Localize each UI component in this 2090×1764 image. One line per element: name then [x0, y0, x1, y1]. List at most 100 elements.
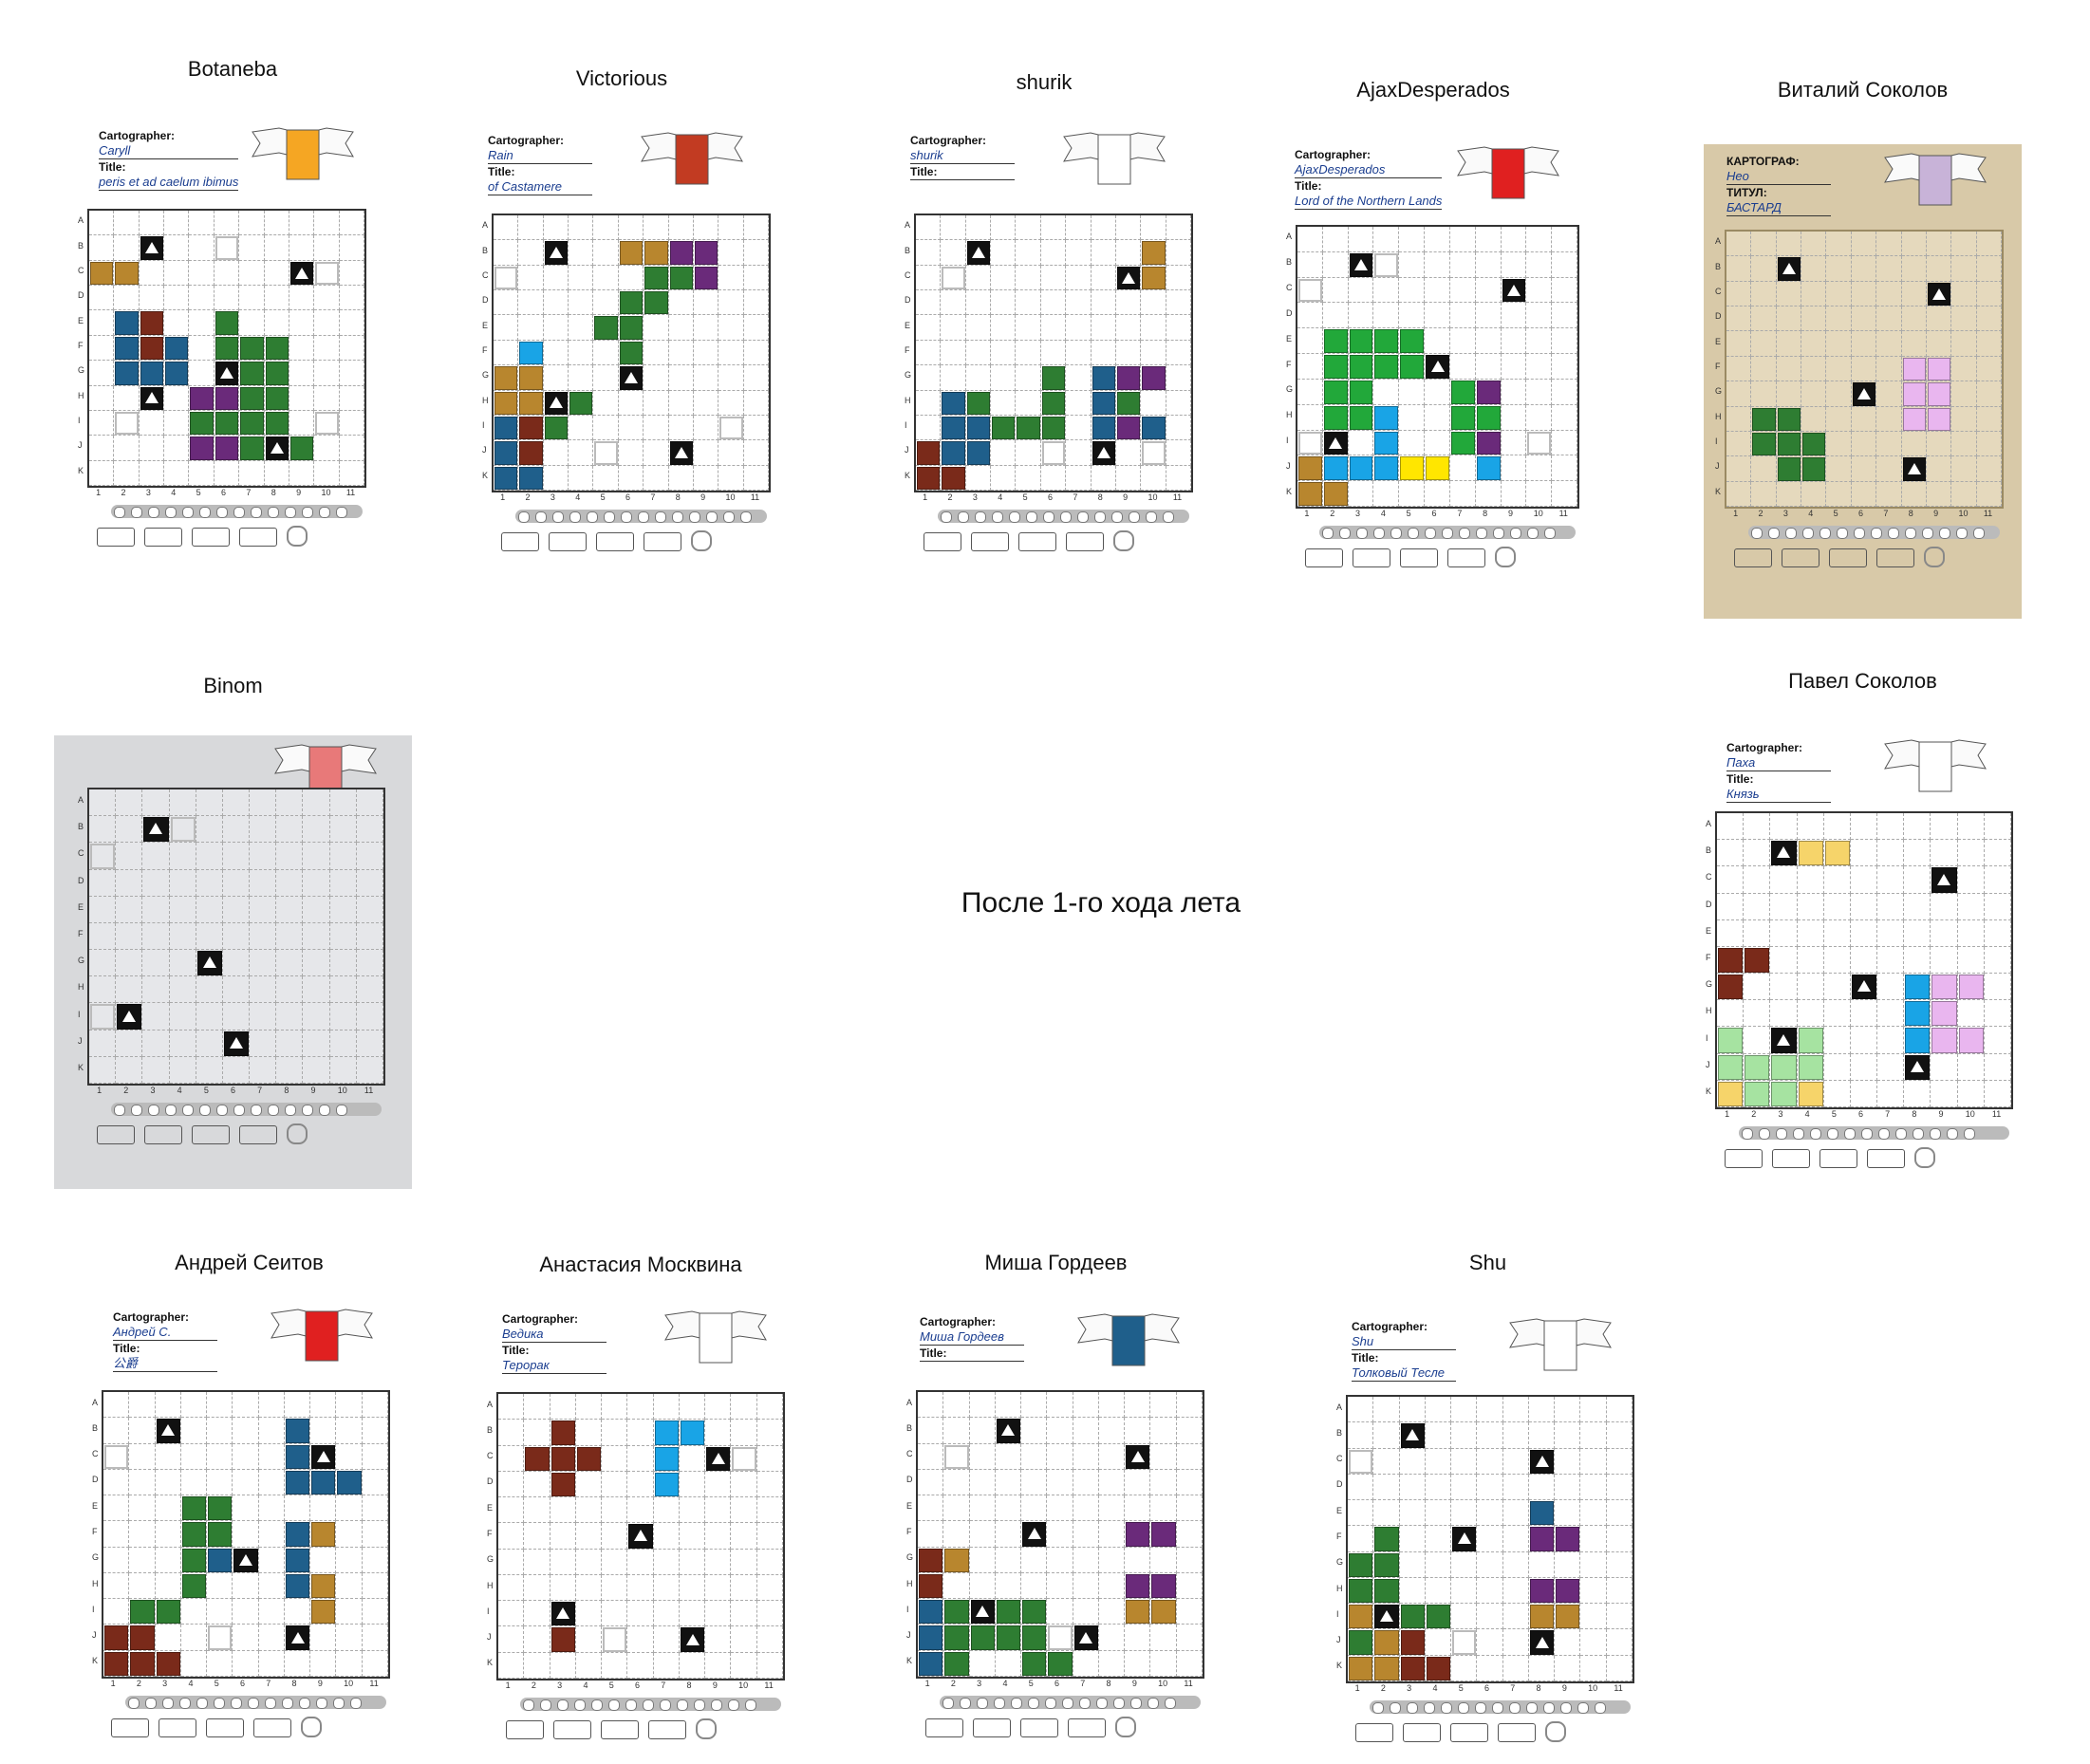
grid-cell [569, 340, 594, 366]
grid-cell [250, 1030, 277, 1057]
grid-cell [339, 260, 364, 287]
grid-cell [743, 390, 769, 416]
grid-cell [1744, 919, 1771, 947]
grid-cell [1580, 1655, 1607, 1681]
row-label: F [1336, 1532, 1342, 1541]
coin-slot [711, 1699, 722, 1711]
column-label: 9 [296, 488, 302, 497]
grid-cell [991, 240, 1017, 266]
grid-cell [1931, 1000, 1958, 1028]
grid-cell [196, 843, 223, 870]
grid-cell [943, 1469, 970, 1496]
coin-slot [1973, 528, 1985, 539]
season-score-box [144, 528, 182, 547]
grid-cell [1751, 456, 1777, 482]
grid-cell [207, 1625, 233, 1651]
grid-cell [705, 1652, 732, 1679]
grid-cell [916, 390, 942, 416]
grid-cell [1501, 277, 1527, 304]
grid-cell [1399, 1448, 1426, 1475]
grid-cell [756, 1420, 783, 1446]
grid-cell [1823, 893, 1851, 920]
grid-cell [602, 1626, 628, 1653]
grid-cell [276, 816, 304, 844]
grid-cell [1770, 1053, 1798, 1081]
coin-slot [518, 511, 530, 523]
coin-slot [196, 1698, 208, 1709]
grid-cell [114, 460, 140, 486]
sheet-header: Cartographer: Андрей С. Title: 公爵 [113, 1309, 217, 1372]
village-tile [140, 311, 164, 335]
grid-cell [1957, 919, 1985, 947]
monster-tile [190, 436, 214, 460]
map-grid [492, 214, 771, 492]
forest-tile [1017, 416, 1040, 440]
season-score-box [596, 532, 634, 551]
row-label: F [78, 929, 84, 938]
grid-cell [943, 1650, 970, 1677]
grid-cell [1876, 331, 1902, 357]
grid-cell [233, 1418, 259, 1444]
grid-cell [1926, 331, 1952, 357]
grid-cell [575, 1626, 603, 1653]
grid-cell [233, 1625, 259, 1651]
coin-slot [282, 1698, 293, 1709]
row-label: E [906, 1500, 913, 1511]
grid-cell [356, 843, 383, 870]
grid-cell [1047, 1650, 1073, 1677]
grid-cell [1425, 1604, 1452, 1630]
heraldry-banner [252, 127, 354, 180]
grid-cell [693, 415, 719, 441]
forest-tile [1349, 1630, 1373, 1655]
grid-cell [593, 390, 619, 416]
grid-cell [498, 1471, 525, 1498]
grid-cell [918, 1625, 944, 1651]
cartographer-name: Андрей С. [113, 1325, 217, 1341]
pale-yellow-tile [1718, 1081, 1744, 1106]
mountain-tile [140, 386, 164, 410]
coin-slot [535, 511, 547, 523]
column-label: 8 [1106, 1679, 1111, 1688]
grid-cell [1176, 1650, 1203, 1677]
grid-cell [250, 950, 277, 977]
grid-cell [1751, 356, 1777, 382]
coin-slot [1476, 528, 1487, 539]
row-label: C [78, 265, 84, 275]
total-score-wreath-icon [1113, 530, 1134, 551]
grid-cell [1717, 840, 1745, 867]
grid-cell [1399, 1577, 1426, 1605]
grid-cell [498, 1652, 525, 1679]
grid-cell [618, 365, 644, 391]
grid-cell [103, 1469, 130, 1496]
coin-slot [1458, 1702, 1469, 1714]
grid-cell [524, 1523, 550, 1550]
grid-cell [1744, 1053, 1771, 1081]
grid-cell [303, 869, 330, 897]
grid-cell [155, 1625, 181, 1651]
forest-tile [996, 1600, 1021, 1625]
grid-cell [916, 265, 942, 291]
season-score-box [501, 532, 539, 551]
grid-cell [969, 1418, 996, 1444]
grid-cell [1555, 1577, 1581, 1605]
grid-cell [1073, 1469, 1099, 1496]
grid-cell [618, 265, 644, 291]
column-label: 10 [321, 488, 331, 497]
row-label: D [487, 1476, 494, 1487]
grid-cell [1399, 1526, 1426, 1552]
monster-tile [1556, 1527, 1580, 1551]
coin-slot [1577, 1702, 1589, 1714]
grid-cell [1475, 481, 1502, 507]
grid-cell [1776, 431, 1802, 457]
coin-slot [1939, 528, 1950, 539]
sheet-header: Cartographer: Caryll Title: peris et ad cae… [99, 128, 239, 191]
grid-cell [155, 1443, 181, 1470]
grid-cell [1904, 1027, 1931, 1054]
grid-cell [356, 1003, 383, 1031]
grid-cell [258, 1495, 285, 1522]
grid-cell [258, 1521, 285, 1548]
grid-cell [139, 286, 165, 311]
row-label: H [92, 1578, 99, 1588]
grid-cell [139, 361, 165, 386]
monster-tile [694, 241, 718, 265]
